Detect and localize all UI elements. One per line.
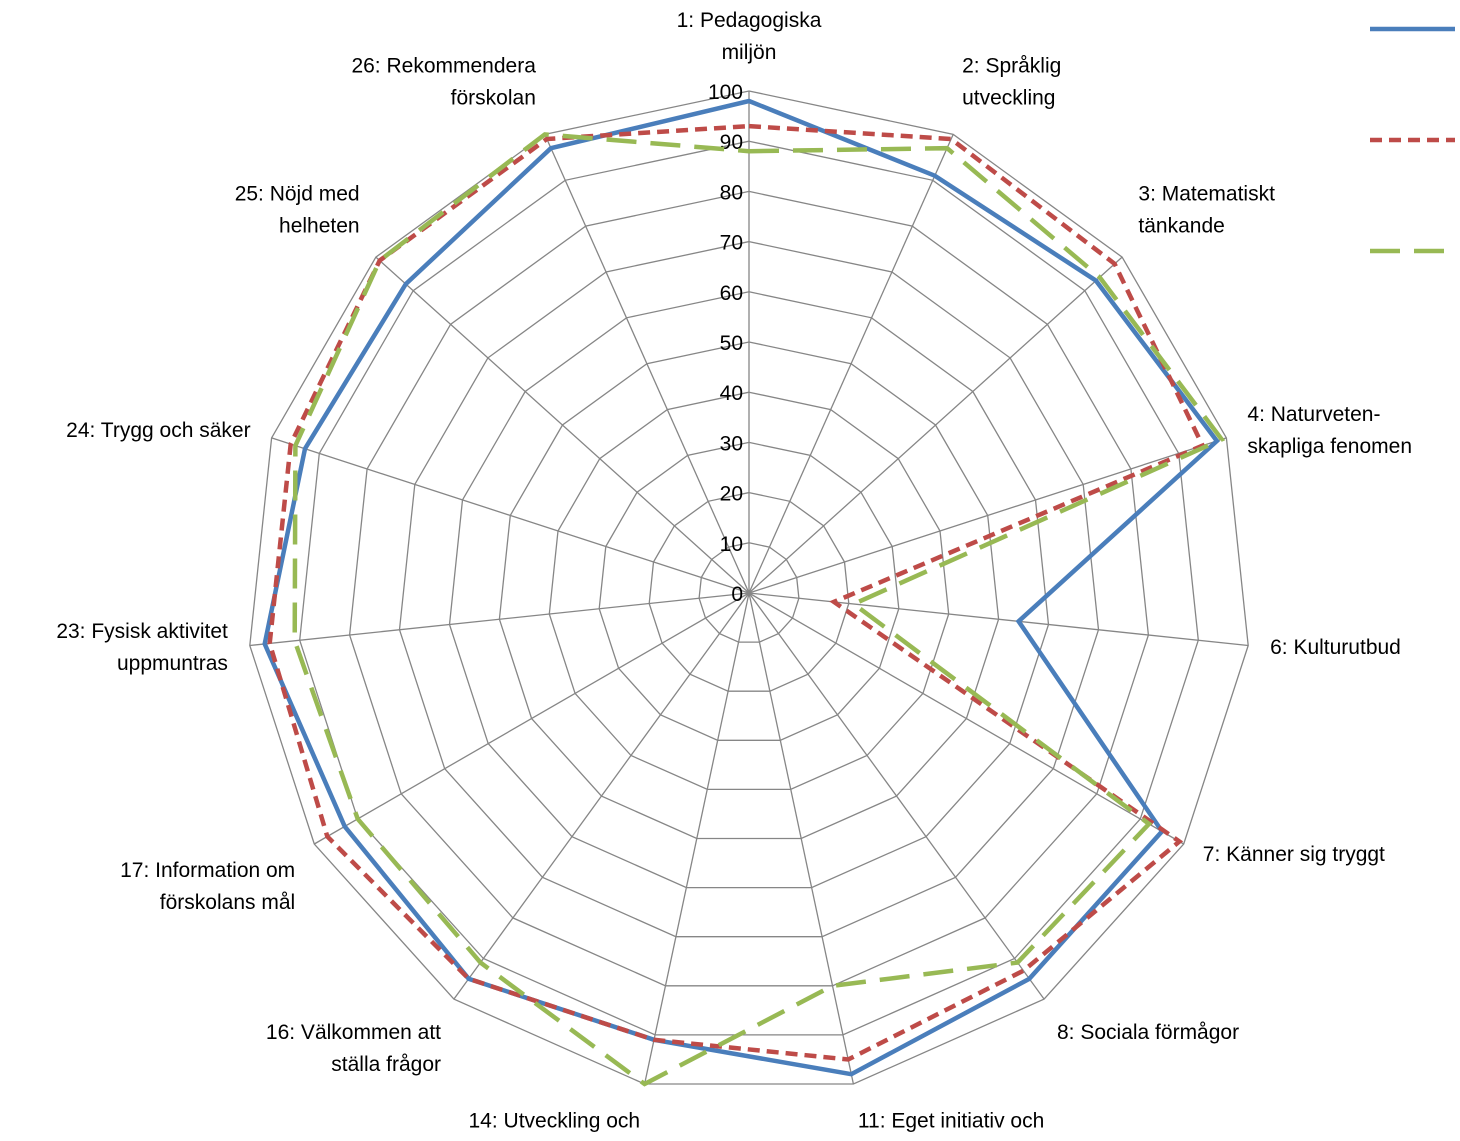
category-label-line: 24: Trygg och säker [66,419,250,442]
category-label: 23: Fysisk aktivitet uppmuntras [56,620,228,675]
category-label: 25: Nöjd med helheten [235,182,360,237]
category-label-line: 8: Sociala förmågor [1057,1021,1239,1044]
axis-spoke [748,134,954,594]
category-label-line: ställa frågor [331,1053,441,1076]
category-label: 11: Eget initiativ ochansvar [858,1110,1044,1137]
tick-label: 80 [720,181,743,204]
axis-spoke [453,592,750,1000]
axis-spoke [748,592,855,1085]
gridline-ring [598,441,900,741]
category-label-line: skapliga fenomen [1247,435,1412,458]
category-label-line: uppmuntras [117,652,228,675]
gridline-ring [398,240,1100,938]
category-label: 6: Kulturutbud [1270,636,1401,659]
grid-layer [249,90,1249,1085]
category-label-line: 7: Känner sig tryggt [1203,843,1385,866]
category-label-line: 2: Språklig [962,54,1061,77]
category-label-line: förskolans mål [160,891,295,914]
tick-label: 40 [720,382,743,405]
axis-spoke [544,134,750,594]
tick-label: 90 [720,131,743,154]
axis-spoke [249,592,750,647]
category-label: 24: Trygg och säker [66,419,250,442]
category-label-line: 25: Nöjd med [235,182,360,205]
gridline-ring [249,90,1249,1085]
category-label: 3: Matematiskt tänkande [1138,182,1275,237]
gridline-ring [548,391,950,791]
axis-spoke [313,592,750,845]
category-label: 1: Pedagogiska miljön [677,9,822,64]
tick-label: 70 [720,232,743,255]
category-label-line: tänkande [1138,214,1224,237]
axis-spoke [271,437,750,594]
tick-label: 60 [720,282,743,305]
category-label: 4: Naturveten-skapliga fenomen [1247,403,1412,458]
tick-label: 20 [720,483,743,506]
tick-label: 30 [720,432,743,455]
axis-spoke [748,256,1123,594]
category-label: 8: Sociala förmågor [1057,1021,1239,1044]
gridline-ring [698,542,800,643]
axis-spoke [643,592,750,1085]
axis-spoke [375,256,750,594]
axis-spoke [748,592,1045,1000]
gridline-ring [648,491,850,692]
category-label-line: miljön [722,41,777,64]
tick-label: 0 [731,583,743,606]
category-label: 14: Utveckling ochlärande synliggörs [469,1110,641,1137]
tick-label: 10 [720,533,743,556]
category-label: 7: Känner sig tryggt [1203,843,1385,866]
category-label: 17: Information om förskolans mål [120,859,295,914]
series-line-1 [262,98,1220,1077]
series-line-2 [267,123,1206,1062]
category-label-line: helheten [279,214,360,237]
series-line-3 [292,132,1226,1087]
axis-spoke [748,592,1249,647]
gridline-ring [299,140,1199,1036]
category-label-line: 1: Pedagogiska [677,9,822,32]
tick-label: 100 [708,81,743,104]
category-label-line: 11: Eget initiativ och [858,1110,1044,1133]
axis-spoke [748,592,1185,845]
category-label-line: 23: Fysisk aktivitet [56,620,228,643]
category-label: 26: Rekommendera förskolan [351,54,536,109]
category-label-line: 3: Matematiskt [1138,182,1275,205]
series-layer [262,98,1226,1087]
category-label-line: 14: Utveckling och [469,1110,641,1133]
spoke-layer [249,91,1249,1085]
tick-label-layer: 0 10 20 30 40 50 60 70 80 90 100 [708,81,743,606]
gridline-ring [448,291,1050,889]
category-label: 2: Språklig utveckling [962,54,1061,109]
category-label: 16: Välkommen att ställa frågor [266,1021,441,1076]
gridline-ring [498,341,1000,840]
category-label-line: 16: Välkommen att [266,1021,441,1044]
legend [1370,26,1455,254]
gridline-ring [348,190,1150,987]
category-label-line: utveckling [962,86,1055,109]
category-label-line: 26: Rekommendera [351,54,536,77]
category-label-line: förskolan [451,86,536,109]
category-label-line: 17: Information om [120,859,295,882]
axis-spoke [748,437,1227,594]
category-label-line: 6: Kulturutbud [1270,636,1401,659]
category-label-line: 4: Naturveten- [1247,403,1380,426]
category-label-layer: 1: Pedagogiska miljön 2: Språklig utvecklin… [56,9,1412,1137]
tick-label: 50 [720,332,743,355]
